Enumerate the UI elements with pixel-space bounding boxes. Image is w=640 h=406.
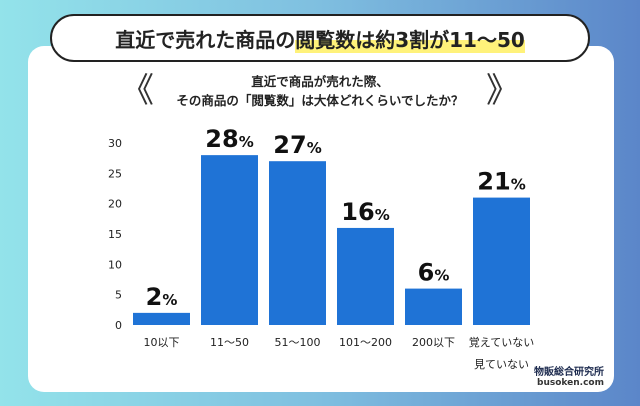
x-tick-label: 51〜100 (275, 336, 321, 349)
bar (337, 227, 394, 325)
y-tick-label: 5 (115, 289, 122, 302)
bar (269, 161, 326, 325)
x-tick-label: 11〜50 (210, 336, 249, 349)
x-tick-label: 覚えていない (469, 336, 534, 349)
question-line-2: その商品の「閲覧数」は大体どれくらいでしたか？ (176, 93, 464, 108)
title-highlight: 閲覧数は約3割が11〜50 (295, 23, 525, 53)
left-bracket: 《 (120, 71, 154, 111)
x-tick-label: 101〜200 (339, 336, 392, 349)
bar (133, 312, 190, 325)
y-tick-label: 10 (108, 258, 122, 271)
logo: 物販総合研究所 busoken.com (534, 363, 604, 388)
logo-name: 物販総合研究所 (534, 367, 604, 378)
y-tick-label: 15 (108, 228, 122, 241)
question: 直近で商品が売れた際、その商品の「閲覧数」は大体どれくらいでしたか？ (0, 72, 640, 110)
y-tick-label: 20 (108, 198, 122, 211)
logo-url: busoken.com (537, 378, 604, 388)
y-tick-label: 0 (115, 319, 122, 332)
bar (201, 155, 258, 325)
y-tick-label: 30 (108, 137, 122, 150)
data-label: 6% (418, 259, 450, 287)
bar (405, 288, 462, 325)
bar (473, 197, 530, 325)
title-text: 直近で売れた商品の (115, 27, 296, 52)
data-label: 2% (146, 283, 178, 311)
x-tick-label: 見ていない (474, 358, 529, 371)
data-label: 16% (341, 198, 389, 226)
data-label: 28% (205, 125, 253, 153)
x-tick-label: 200以下 (412, 336, 455, 349)
data-label: 27% (273, 131, 321, 159)
page-title: 直近で売れた商品の 閲覧数は約3割が11〜50 (50, 14, 590, 62)
x-tick-label: 10以下 (144, 336, 180, 349)
question-line-1: 直近で商品が売れた際、 (251, 74, 389, 89)
data-label: 21% (477, 168, 525, 196)
y-tick-label: 25 (108, 167, 122, 180)
right-bracket: 》 (486, 71, 520, 111)
